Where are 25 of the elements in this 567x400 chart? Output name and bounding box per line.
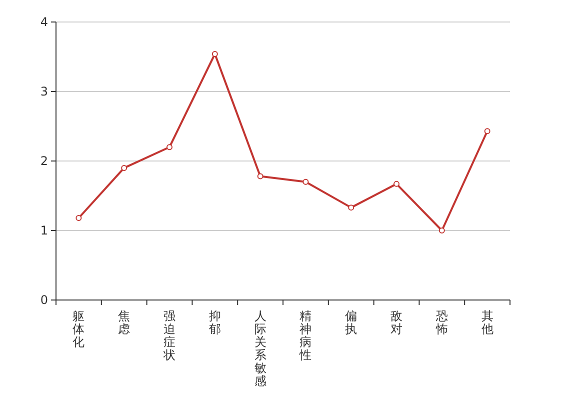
y-tick-label: 0 — [40, 293, 48, 307]
y-tick-label: 3 — [40, 84, 48, 98]
point — [302, 178, 309, 185]
point — [121, 164, 128, 171]
x-tick-label: 焦虑 — [118, 309, 130, 336]
x-tick-label: 其他 — [481, 309, 494, 336]
point — [166, 144, 172, 150]
point — [484, 128, 490, 134]
point — [438, 228, 445, 234]
point — [348, 204, 354, 211]
y-tick-label: 4 — [40, 15, 48, 29]
y-tick-label: 2 — [40, 154, 48, 168]
x-tick-label: 偏执 — [345, 309, 358, 336]
point — [76, 214, 82, 221]
y-tick-label: 1 — [40, 224, 48, 238]
point — [257, 173, 264, 180]
point — [212, 50, 218, 57]
x-tick-label: 敌对 — [390, 309, 402, 336]
x-tick-label: 人际关系敏感 — [254, 309, 266, 388]
x-tick-label: 抑郁 — [208, 309, 221, 336]
point — [394, 180, 400, 187]
x-tick-label: 躯体化 — [72, 309, 85, 349]
x-tick-label: 精神病性 — [298, 309, 312, 362]
x-tick-label: 强迫症状 — [162, 309, 176, 362]
x-tick-label: 恐怖 — [434, 309, 448, 336]
